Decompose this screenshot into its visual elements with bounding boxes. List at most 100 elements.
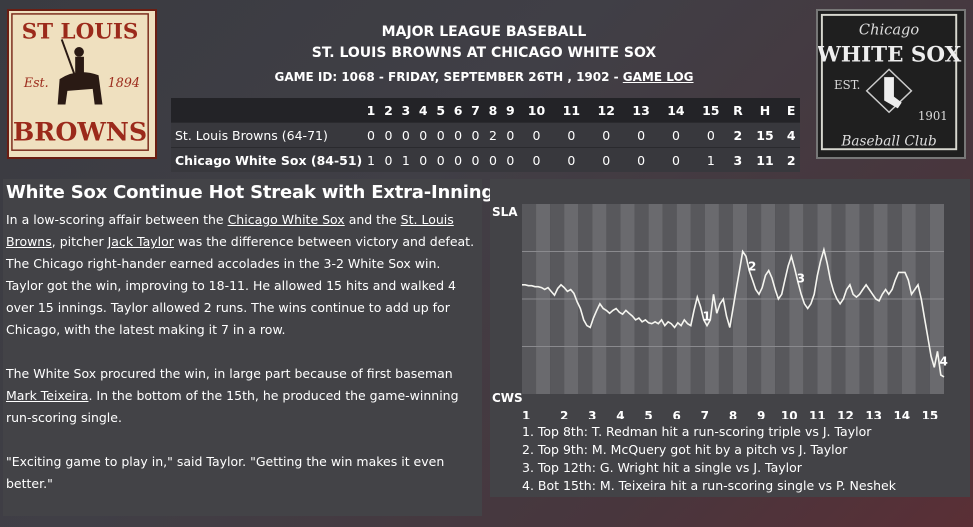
inning-runs: 0 — [637, 127, 646, 143]
key-event-item: 3. Top 12th: G. Wright hit a single vs J… — [522, 460, 802, 475]
x-tick-label: 3 — [588, 409, 596, 419]
total-value: 15 — [756, 127, 774, 143]
player-team-link[interactable]: Mark Teixeira — [6, 388, 89, 403]
inning-runs: 0 — [488, 152, 497, 168]
inning-runs: 0 — [419, 127, 428, 143]
inning-runs: 0 — [532, 127, 541, 143]
svg-text:WHITE SOX: WHITE SOX — [818, 43, 962, 68]
team-name: Chicago White Sox (84-51) — [175, 152, 363, 168]
x-tick-label: 1 — [522, 409, 530, 419]
x-tick-label: 5 — [644, 409, 652, 419]
x-tick-label: 15 — [922, 409, 939, 419]
st-louis-browns-logo: ST LOUIS Est. 1894 BROWNS — [7, 9, 157, 159]
inning-runs: 0 — [384, 127, 393, 143]
article-headline: White Sox Continue Hot Streak with Extra… — [6, 182, 539, 203]
inning-runs: 0 — [454, 127, 463, 143]
inning-header: 14 — [667, 102, 685, 118]
inning-runs: 0 — [637, 152, 646, 168]
inning-runs: 0 — [532, 152, 541, 168]
key-event-item: 4. Bot 15th: M. Teixeira hit a run-scori… — [522, 478, 896, 493]
game-log-link[interactable]: GAME LOG — [622, 70, 694, 84]
inning-runs: 0 — [436, 127, 445, 143]
x-tick-label: 11 — [809, 409, 826, 419]
inning-header: 9 — [506, 102, 515, 118]
inning-header: 8 — [488, 102, 498, 118]
svg-text:1894: 1894 — [108, 75, 140, 90]
y-bottom-label: CWS — [492, 391, 523, 405]
article-text: In a low-scoring affair between the — [6, 212, 228, 227]
player-team-link[interactable]: Jack Taylor — [107, 234, 174, 249]
player-team-link[interactable]: Chicago White Sox — [227, 212, 345, 227]
total-value: 11 — [756, 152, 774, 168]
event-marker-label: 1 — [703, 310, 711, 324]
inning-runs: 0 — [567, 152, 576, 168]
article-text: "Exciting game to play in," said Taylor.… — [6, 454, 445, 491]
inning-header: 12 — [597, 102, 615, 118]
inning-runs: 0 — [419, 152, 428, 168]
linescore-header-row: 1 2 3 4 5 6 7 8 9 10 11 12 13 14 15 R H E — [171, 98, 800, 123]
inning-header: 6 — [453, 102, 463, 118]
svg-text:Est.: Est. — [23, 75, 49, 90]
inning-header: 7 — [471, 102, 480, 118]
inning-header: 1 — [366, 102, 376, 118]
inning-runs: 0 — [454, 152, 463, 168]
svg-text:1901: 1901 — [918, 109, 948, 123]
x-tick-label: 10 — [781, 409, 798, 419]
inning-runs: 0 — [367, 127, 375, 143]
knight-on-horse-icon — [57, 39, 103, 105]
inning-runs: 0 — [567, 127, 576, 143]
game-info: GAME ID: 1068 - FRIDAY, SEPTEMBER 26TH ,… — [274, 70, 694, 84]
total-header: R — [733, 102, 743, 118]
event-marker-label: 2 — [748, 259, 756, 273]
svg-text:Chicago: Chicago — [859, 21, 919, 38]
linescore-team-header — [171, 98, 362, 123]
team-name: St. Louis Browns (64-71) — [175, 127, 328, 143]
inning-runs: 1 — [706, 152, 715, 168]
inning-runs: 0 — [506, 127, 515, 143]
x-tick-label: 7 — [701, 409, 709, 419]
linescore-row: Chicago White Sox (84-51) 1 0 1 0 0 0 0 0 0 0 0 0 0 0 1… — [171, 147, 800, 172]
league-title: MAJOR LEAGUE BASEBALL — [381, 24, 587, 40]
article-paragraph: The White Sox procured the win, in large… — [6, 363, 478, 429]
event-marker-label: 4 — [940, 354, 948, 368]
inning-runs: 1 — [367, 152, 375, 168]
article-text: was the difference between victory and d… — [6, 234, 475, 337]
total-value: 4 — [786, 127, 796, 143]
inning-runs: 0 — [602, 152, 611, 168]
inning-runs: 0 — [706, 127, 715, 143]
x-tick-label: 6 — [673, 409, 681, 419]
x-tick-label: 14 — [893, 409, 910, 419]
key-event-item: 2. Top 9th: M. McQuery got hit by a pitc… — [522, 442, 848, 457]
inning-runs: 0 — [436, 152, 445, 168]
x-tick-label: 12 — [837, 409, 854, 419]
inning-header: 10 — [527, 102, 546, 118]
total-value: 3 — [733, 152, 743, 168]
inning-header: 2 — [384, 102, 393, 118]
inning-runs: 0 — [671, 127, 680, 143]
y-top-label: SLA — [492, 205, 518, 219]
sock-icon — [865, 68, 913, 114]
article-text: . In the bottom of the 15th, he produced… — [6, 388, 459, 425]
event-marker-label: 3 — [797, 272, 805, 286]
linescore-row: St. Louis Browns (64-71) 0 0 0 0 0 0 0 2 0 0 0 0 0 0 0 2… — [171, 122, 800, 148]
inning-runs: 0 — [471, 127, 480, 143]
player-team-link[interactable]: St. Louis Browns — [6, 212, 454, 249]
inning-runs: 1 — [401, 152, 410, 168]
inning-header: 5 — [436, 102, 446, 118]
game-header: MAJOR LEAGUE BASEBALL ST. LOUIS BROWNS A… — [170, 22, 798, 88]
game-recap-article: White Sox Continue Hot Streak with Extra… — [3, 179, 539, 516]
x-tick-label: 8 — [729, 409, 737, 419]
inning-header: 4 — [418, 102, 428, 118]
key-event-item: 1. Top 8th: T. Redman hit a run-scoring … — [522, 424, 872, 439]
linescore-table: 1 2 3 4 5 6 7 8 9 10 11 12 13 14 15 R H E St. Louis Brown… — [171, 98, 800, 172]
win-probability-chart-panel: SLA CWS 1 2 3 4 5 6 7 8 9 10 11 12 13 14 15 1 2 3 4 1. Top 8… — [490, 179, 970, 497]
inning-runs: 0 — [384, 152, 393, 168]
article-text: The White Sox procured the win, in large… — [6, 366, 453, 381]
svg-text:BROWNS: BROWNS — [13, 116, 147, 146]
inning-runs: 2 — [488, 127, 497, 143]
inning-header: 15 — [702, 102, 720, 118]
matchup-title: ST. LOUIS BROWNS AT CHICAGO WHITE SOX — [311, 45, 657, 61]
svg-text:ST LOUIS: ST LOUIS — [22, 19, 139, 44]
article-paragraph: "Exciting game to play in," said Taylor.… — [6, 451, 478, 495]
inning-runs: 0 — [401, 127, 410, 143]
